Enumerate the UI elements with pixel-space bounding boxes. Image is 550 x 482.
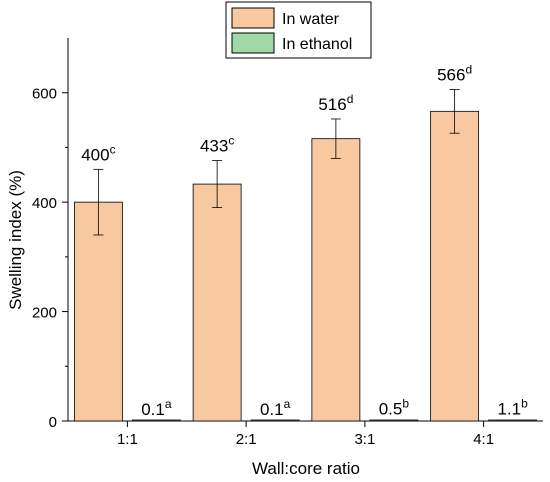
data-label-in-ethanol-3-1: 0.5b — [379, 397, 410, 419]
x-tick-label-4-1: 4:1 — [473, 431, 494, 448]
legend-label-in-water: In water — [282, 11, 340, 28]
data-label-in-water-2-1: 433c — [200, 134, 234, 156]
x-tick-label-1-1: 1:1 — [117, 431, 138, 448]
data-label-in-water-3-1: 516d — [318, 92, 353, 114]
y-tick-label-400: 400 — [32, 195, 57, 212]
bar-in-ethanol-2-1 — [250, 419, 300, 422]
y-tick-label-0: 0 — [49, 414, 57, 431]
legend-label-in-ethanol: In ethanol — [282, 36, 352, 53]
x-tick-label-3-1: 3:1 — [354, 431, 375, 448]
plot-area: 0 200 400 600 1:1 2:1 3:1 4:1 400c 433c 516d 566d 0.… — [32, 38, 543, 448]
bar-in-ethanol-4-1 — [488, 419, 538, 422]
bar-in-water-1-1 — [73, 201, 123, 422]
y-tick-label-600: 600 — [32, 86, 57, 103]
y-axis-title: Swelling index (%) — [6, 170, 25, 310]
bar-in-water-4-1 — [430, 110, 480, 422]
data-label-in-water-1-1: 400c — [81, 142, 115, 164]
bar-in-ethanol-1-1 — [131, 419, 181, 422]
legend-swatch-in-water — [231, 7, 275, 29]
bar-in-water-3-1 — [311, 138, 361, 422]
bar-in-ethanol-3-1 — [369, 419, 419, 422]
data-label-in-ethanol-1-1: 0.1a — [141, 397, 172, 419]
legend: In water In ethanol — [225, 1, 372, 59]
data-label-in-ethanol-4-1: 1.1b — [497, 396, 528, 418]
legend-swatch-in-ethanol — [231, 32, 275, 54]
bar-in-water-2-1 — [192, 183, 242, 422]
x-axis-title: Wall:core ratio — [252, 459, 360, 478]
y-tick-label-200: 200 — [32, 305, 57, 322]
data-label-in-water-4-1: 566d — [437, 62, 472, 84]
x-tick-label-2-1: 2:1 — [236, 431, 257, 448]
data-label-in-ethanol-2-1: 0.1a — [260, 397, 291, 419]
